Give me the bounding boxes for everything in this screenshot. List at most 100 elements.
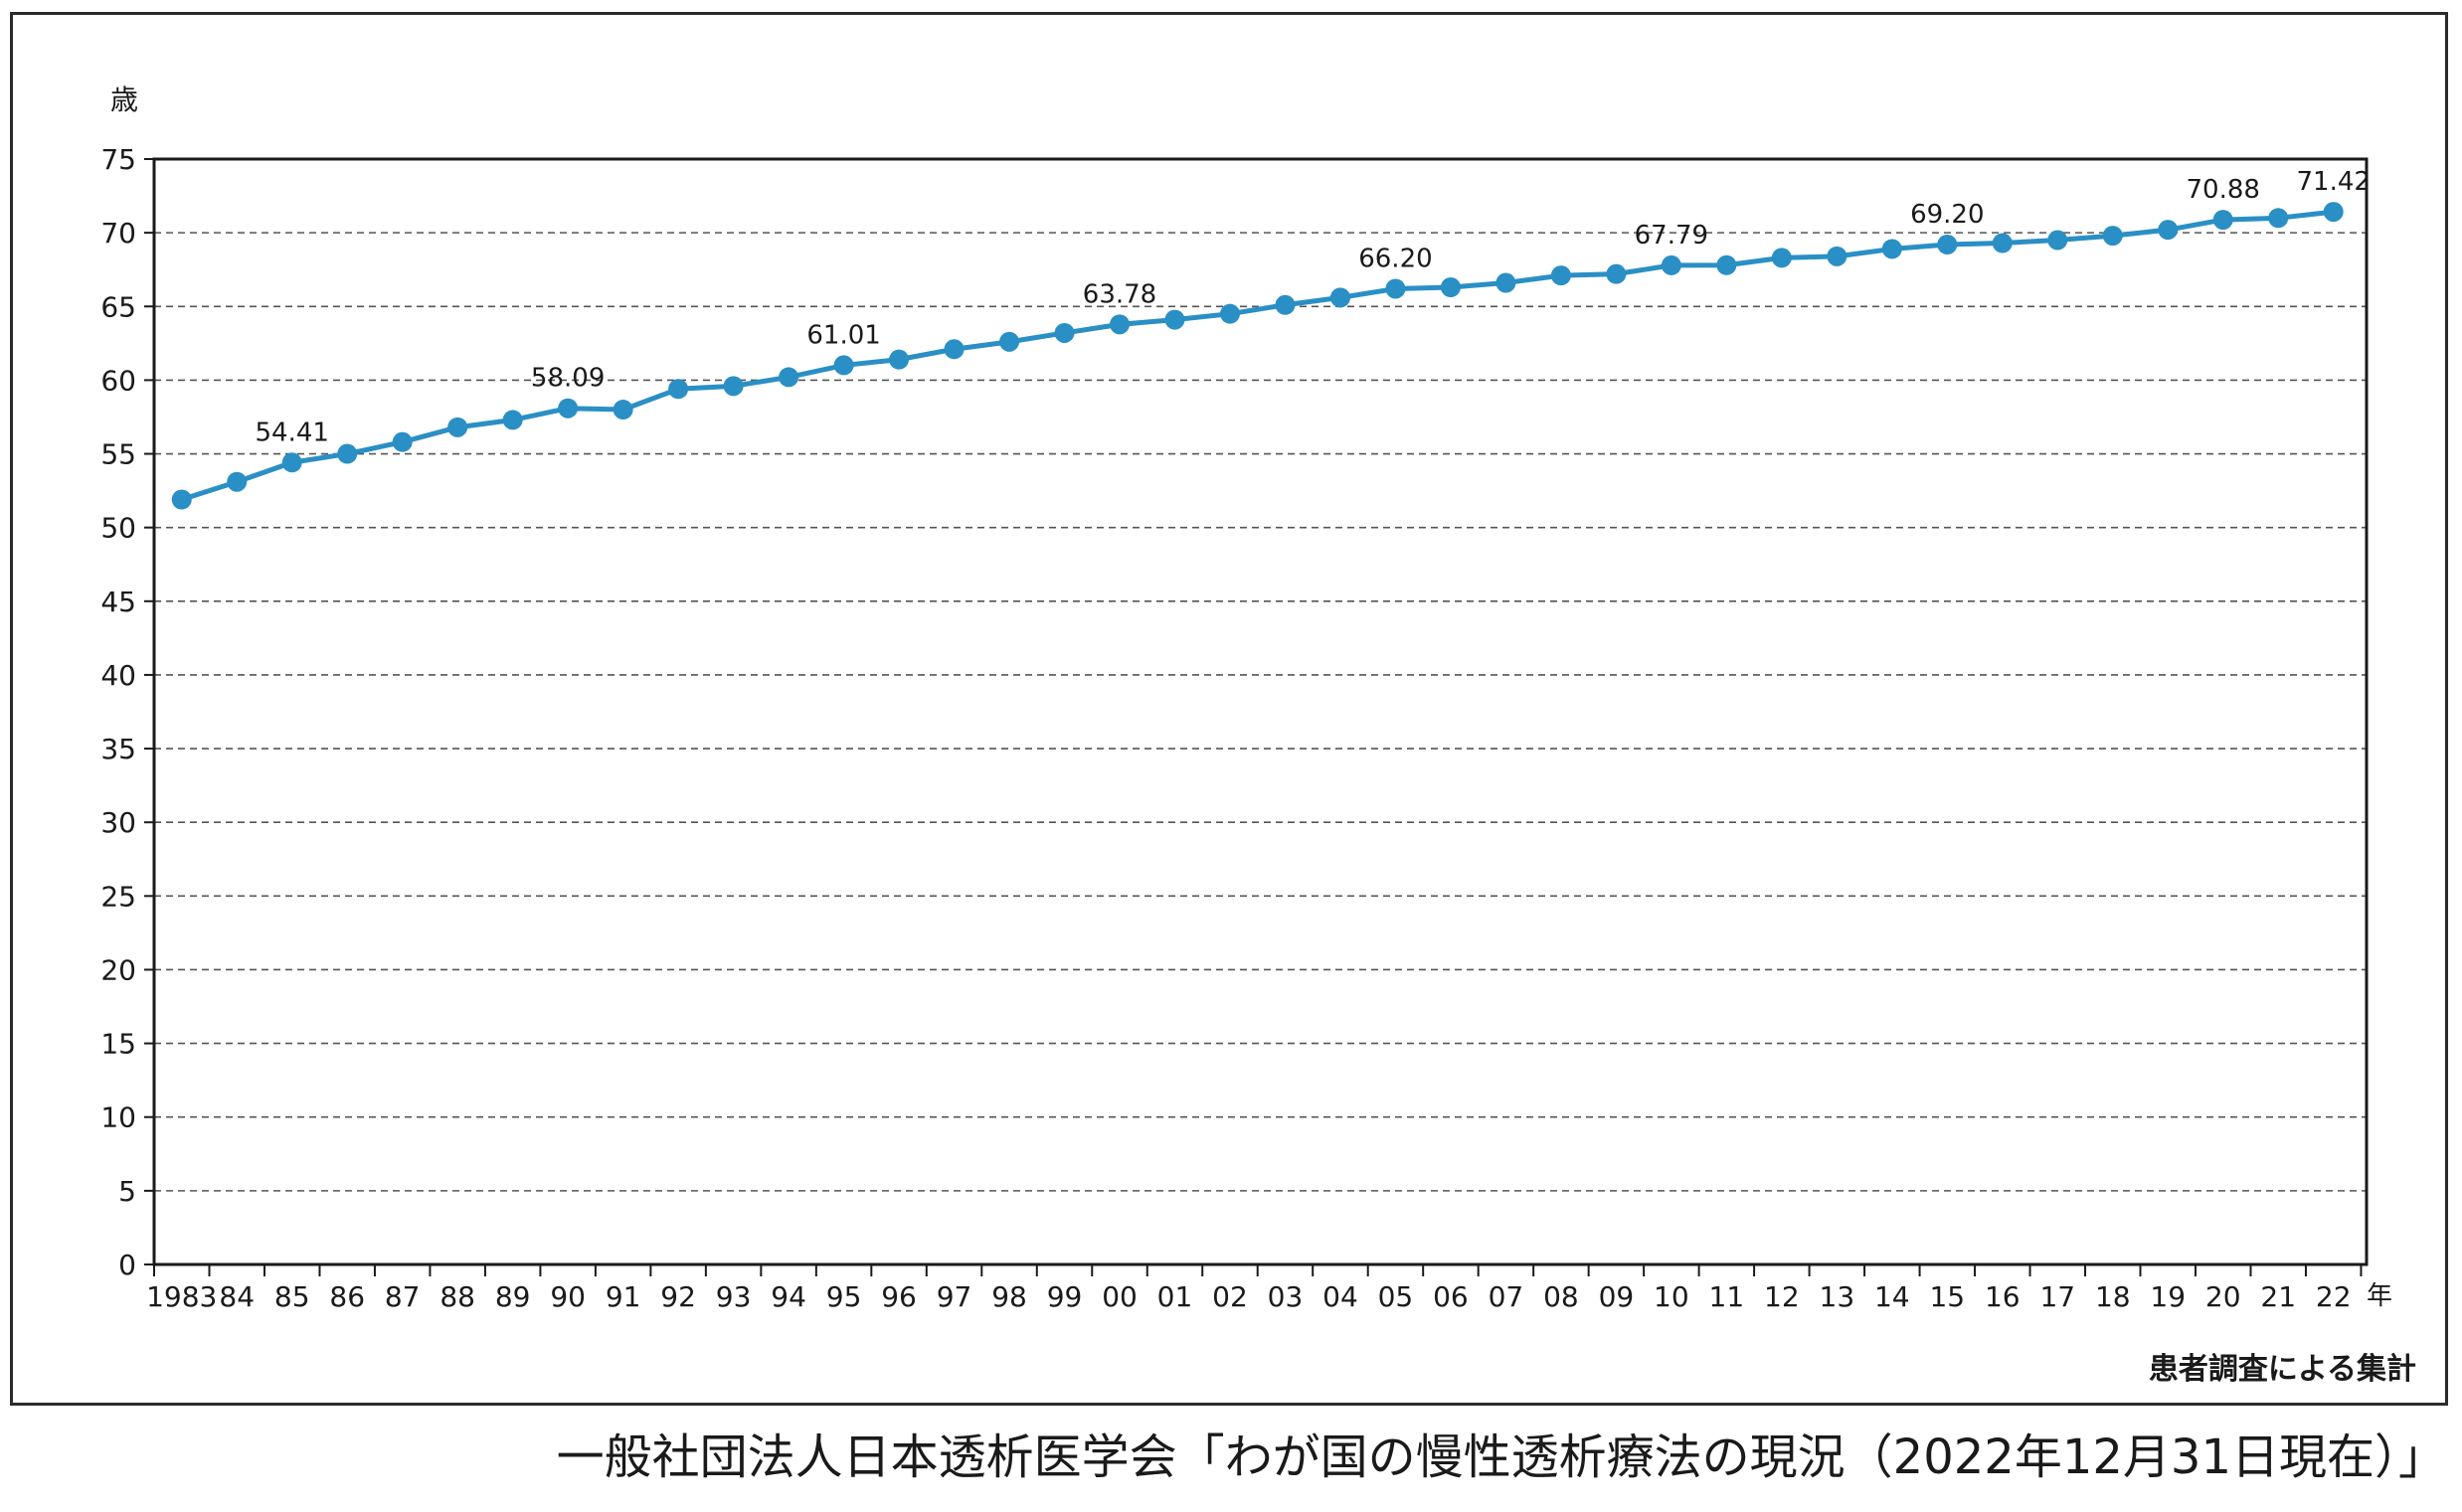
- x-tick-label: 84: [219, 1280, 255, 1313]
- x-tick-label: 00: [1102, 1280, 1138, 1313]
- x-tick-label: 99: [1047, 1280, 1083, 1313]
- data-point: [502, 410, 523, 430]
- data-point: [1881, 239, 1902, 259]
- x-tick-label: 1983: [146, 1280, 217, 1313]
- data-label: 71.42: [2296, 167, 2370, 197]
- x-tick-label: 03: [1268, 1280, 1304, 1313]
- data-label: 67.79: [1635, 221, 1708, 251]
- data-point: [2212, 210, 2233, 231]
- data-point: [2047, 230, 2068, 251]
- y-tick-label: 35: [100, 733, 136, 765]
- x-tick-label: 06: [1433, 1280, 1469, 1313]
- x-tick-label: 14: [1874, 1280, 1910, 1313]
- data-point: [944, 339, 965, 360]
- x-tick-label: 22: [2316, 1280, 2352, 1313]
- source-citation: 一般社団法人日本透析医学会「わが国の慢性透析療法の現況（2022年12月31日現…: [556, 1429, 2446, 1485]
- x-tick-label: 10: [1654, 1280, 1689, 1313]
- data-point: [889, 349, 910, 370]
- data-point: [1329, 287, 1350, 308]
- x-axis-ticks: 1983 84 85 86 87 88 89 90 91 92 93 94 95 96 97 98 99 00 01…: [146, 1264, 2363, 1313]
- y-axis-unit-label: 歳: [110, 84, 138, 116]
- x-tick-label: 97: [937, 1280, 972, 1313]
- x-tick-label: 86: [329, 1280, 365, 1313]
- data-point: [1771, 248, 1792, 268]
- x-tick-label: 21: [2260, 1280, 2296, 1313]
- x-tick-label: 87: [385, 1280, 421, 1313]
- data-point: [2268, 208, 2289, 229]
- y-tick-label: 25: [100, 880, 136, 913]
- x-tick-label: 90: [550, 1280, 586, 1313]
- series-line: [180, 209, 2334, 502]
- y-tick-label: 30: [100, 806, 136, 839]
- data-point: [1385, 278, 1406, 299]
- x-tick-label: 17: [2039, 1280, 2075, 1313]
- y-tick-label: 15: [100, 1028, 136, 1061]
- data-label: 61.01: [806, 320, 880, 350]
- y-tick-label: 65: [100, 290, 136, 323]
- note-text: 患者調査による集計: [2148, 1352, 2416, 1387]
- x-tick-label: 95: [826, 1280, 862, 1313]
- x-tick-label: 89: [495, 1280, 531, 1313]
- gridlines: [154, 232, 2367, 1192]
- y-tick-label: 55: [100, 438, 136, 471]
- x-tick-label: 11: [1709, 1280, 1745, 1313]
- data-point: [558, 398, 579, 419]
- data-point: [833, 355, 854, 376]
- x-tick-label: 02: [1212, 1280, 1248, 1313]
- y-tick-label: 45: [100, 586, 136, 618]
- y-tick-label: 75: [100, 143, 136, 176]
- x-tick-label: 88: [440, 1280, 475, 1313]
- x-tick-label: 85: [274, 1280, 310, 1313]
- x-tick-label: 09: [1599, 1280, 1635, 1313]
- data-point: [2158, 220, 2179, 241]
- data-point: [1054, 322, 1075, 343]
- x-axis-unit-label: 年: [2367, 1281, 2392, 1311]
- y-tick-label: 50: [100, 512, 136, 545]
- data-point: [613, 400, 633, 420]
- x-tick-label: 94: [771, 1280, 806, 1313]
- data-point: [281, 452, 302, 473]
- chart-frame: [10, 12, 2448, 1406]
- y-axis-ticks: 0 5 10 15 20 25 30 35 40 45 50 55 60 65 70 75: [100, 143, 154, 1281]
- data-label: 58.09: [531, 364, 605, 394]
- data-point: [1661, 254, 1681, 275]
- data-label: 66.20: [1358, 244, 1432, 273]
- data-point: [1219, 303, 1240, 324]
- data-point: [1716, 254, 1737, 275]
- y-tick-label: 10: [100, 1101, 136, 1134]
- data-point: [1110, 314, 1131, 335]
- x-tick-label: 05: [1378, 1280, 1414, 1313]
- x-tick-label: 16: [1985, 1280, 2021, 1313]
- data-label: 70.88: [2187, 175, 2260, 205]
- y-tick-label: 70: [100, 217, 136, 250]
- data-point: [668, 379, 689, 400]
- data-point: [227, 471, 248, 492]
- x-tick-label: 12: [1764, 1280, 1800, 1313]
- x-tick-label: 13: [1820, 1280, 1855, 1313]
- data-labels: 54.41 58.09 61.01 63.78 66.20 67.79 69.20 70.88…: [255, 167, 2370, 447]
- x-tick-label: 91: [606, 1280, 641, 1313]
- data-point: [999, 331, 1020, 352]
- x-tick-label: 15: [1929, 1280, 1965, 1313]
- x-tick-label: 08: [1543, 1280, 1579, 1313]
- y-tick-label: 20: [100, 953, 136, 986]
- data-label: 63.78: [1083, 279, 1156, 309]
- y-tick-label: 5: [118, 1175, 136, 1208]
- data-point: [2323, 202, 2344, 223]
- data-point: [2102, 226, 2123, 247]
- y-tick-label: 0: [118, 1249, 136, 1281]
- data-point: [1550, 265, 1571, 286]
- data-point: [1827, 246, 1847, 266]
- x-tick-label: 93: [716, 1280, 752, 1313]
- data-point: [337, 443, 358, 464]
- x-tick-label: 01: [1157, 1280, 1193, 1313]
- x-tick-label: 18: [2095, 1280, 2131, 1313]
- data-point: [1606, 263, 1627, 284]
- data-point: [392, 431, 413, 452]
- data-point: [723, 376, 744, 397]
- data-point: [1992, 233, 2013, 253]
- y-tick-label: 60: [100, 364, 136, 397]
- data-point: [779, 367, 799, 388]
- x-tick-label: 20: [2205, 1280, 2241, 1313]
- x-tick-label: 04: [1322, 1280, 1358, 1313]
